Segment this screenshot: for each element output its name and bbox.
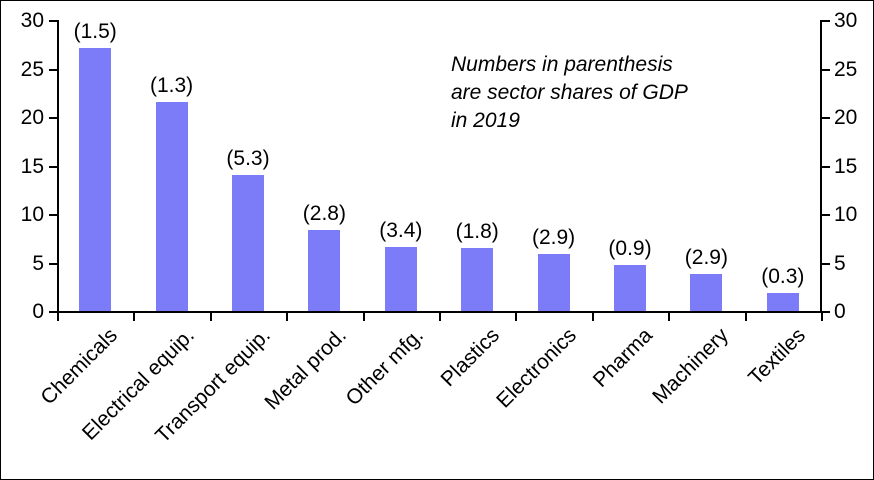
bar bbox=[690, 274, 723, 311]
bar bbox=[766, 292, 799, 311]
y-tick-label-right: 15 bbox=[834, 154, 858, 178]
bar bbox=[614, 265, 646, 311]
x-tick bbox=[133, 313, 136, 321]
y-tick-label-left: 5 bbox=[32, 251, 44, 275]
bar bbox=[537, 253, 570, 311]
bar-value-label: (2.9) bbox=[532, 225, 576, 249]
bar bbox=[461, 247, 494, 311]
y-tick-label-right: 25 bbox=[834, 57, 858, 81]
y-tick-label-right: 20 bbox=[834, 106, 858, 129]
x-tick bbox=[439, 313, 441, 321]
y-tick-label-left: 15 bbox=[20, 154, 44, 178]
y-tick-label-right: 30 bbox=[834, 9, 858, 32]
y-tick-right bbox=[822, 117, 830, 119]
y-tick-left bbox=[49, 214, 57, 216]
y-tick-label-left: 20 bbox=[20, 106, 44, 129]
bar-value-label: (2.9) bbox=[684, 246, 728, 270]
y-axis-left-spine bbox=[57, 20, 59, 313]
x-tick bbox=[515, 313, 518, 321]
y-tick-right bbox=[822, 165, 830, 168]
y-tick-right bbox=[822, 262, 830, 265]
bar-value-label: (0.9) bbox=[608, 237, 652, 261]
x-tick bbox=[591, 313, 594, 321]
y-axis-right-spine bbox=[820, 20, 822, 313]
bar-value-label: (1.8) bbox=[455, 219, 499, 243]
y-tick-left bbox=[49, 262, 57, 265]
bar-value-label: (1.3) bbox=[150, 74, 194, 98]
x-tick bbox=[362, 313, 365, 321]
x-axis-spine bbox=[57, 311, 822, 313]
bar-value-label: (0.3) bbox=[761, 264, 805, 288]
x-tick bbox=[821, 313, 823, 321]
y-tick-label-left: 0 bbox=[32, 300, 44, 323]
x-tick bbox=[668, 313, 671, 321]
annotation: Numbers in parenthesis are sector shares… bbox=[451, 53, 688, 132]
y-tick-left bbox=[49, 117, 57, 119]
bar-value-label: (5.3) bbox=[226, 147, 270, 171]
bar-value-label: (3.4) bbox=[379, 218, 423, 242]
bar bbox=[308, 229, 341, 311]
y-tick-left bbox=[49, 311, 57, 313]
x-tick bbox=[744, 313, 747, 321]
y-tick-label-left: 10 bbox=[20, 203, 44, 226]
y-tick-right bbox=[822, 311, 830, 313]
bar bbox=[79, 48, 112, 311]
bar bbox=[384, 246, 417, 311]
y-tick-left bbox=[49, 20, 57, 22]
bar-value-label: (2.8) bbox=[302, 201, 346, 225]
y-tick-right bbox=[822, 214, 830, 216]
x-tick bbox=[209, 313, 212, 321]
y-tick-label-right: 0 bbox=[834, 300, 846, 323]
bar-value-label: (1.5) bbox=[73, 20, 117, 44]
y-tick-label-right: 5 bbox=[834, 251, 846, 275]
bar bbox=[155, 102, 188, 311]
y-tick-left bbox=[49, 68, 57, 71]
bar bbox=[232, 175, 264, 311]
x-tick bbox=[286, 313, 289, 321]
y-tick-left bbox=[49, 165, 57, 168]
x-tick bbox=[57, 313, 59, 321]
y-tick-label-left: 30 bbox=[20, 9, 44, 32]
y-tick-label-right: 10 bbox=[834, 203, 858, 226]
y-tick-right bbox=[822, 20, 830, 22]
y-tick-right bbox=[822, 68, 830, 71]
y-tick-label-left: 25 bbox=[20, 57, 44, 81]
